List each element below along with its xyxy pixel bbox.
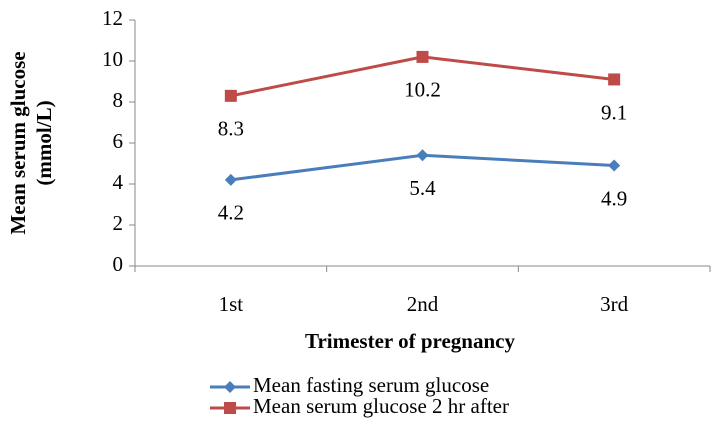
point bbox=[608, 159, 621, 172]
data-label: 4.9 bbox=[601, 186, 627, 210]
legend-marker bbox=[224, 381, 236, 393]
y-tick-label: 8 bbox=[113, 88, 124, 112]
y-tick-label: 4 bbox=[113, 170, 124, 194]
legend-label: Mean fasting serum glucose bbox=[253, 373, 489, 397]
y-axis-label: Mean serum glucose bbox=[6, 51, 30, 234]
x-tick-label: 3rd bbox=[600, 292, 628, 316]
y-tick-label: 10 bbox=[102, 47, 123, 71]
y-tick-label: 12 bbox=[102, 6, 123, 30]
point bbox=[224, 173, 237, 186]
data-label: 9.1 bbox=[601, 100, 627, 124]
data-label: 4.2 bbox=[218, 201, 244, 225]
point bbox=[608, 73, 621, 86]
legend-label: Mean serum glucose 2 hr after bbox=[253, 394, 509, 418]
data-label: 8.3 bbox=[218, 117, 244, 141]
data-label: 5.4 bbox=[409, 176, 436, 200]
point bbox=[416, 50, 429, 63]
legend-marker bbox=[224, 402, 236, 414]
y-tick-label: 6 bbox=[113, 129, 124, 153]
x-tick-label: 1st bbox=[219, 292, 244, 316]
point bbox=[224, 89, 237, 102]
point bbox=[416, 149, 429, 162]
x-tick-label: 2nd bbox=[407, 292, 439, 316]
y-axis-label: (mmol/L) bbox=[32, 100, 56, 185]
data-label: 10.2 bbox=[404, 78, 441, 102]
y-tick-label: 0 bbox=[113, 252, 124, 276]
x-axis-label: Trimester of pregnancy bbox=[305, 329, 515, 353]
y-tick-label: 2 bbox=[113, 211, 124, 235]
